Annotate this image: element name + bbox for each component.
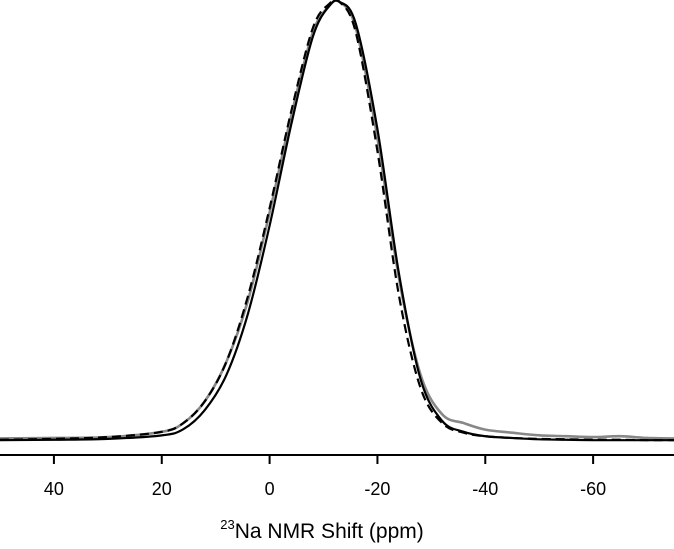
- fit-dashed-line: [0, 0, 674, 442]
- x-axis-ticks: 40 20 0 -20 -40 -60: [44, 455, 606, 499]
- x-tick-label: 20: [152, 479, 172, 499]
- x-tick-label: -40: [472, 479, 498, 499]
- x-axis-title-text: Na NMR Shift (ppm): [235, 520, 424, 543]
- x-axis-title-superscript: 23: [220, 517, 234, 532]
- x-axis-title: 23Na NMR Shift (ppm): [220, 517, 424, 543]
- series-layer: [0, 0, 674, 442]
- fit-solid-line: [0, 0, 674, 442]
- x-tick-label: 0: [265, 479, 275, 499]
- x-tick-label: 40: [44, 479, 64, 499]
- experimental-spectrum-line: [0, 0, 674, 440]
- x-tick-label: -20: [364, 479, 390, 499]
- x-tick-label: -60: [580, 479, 606, 499]
